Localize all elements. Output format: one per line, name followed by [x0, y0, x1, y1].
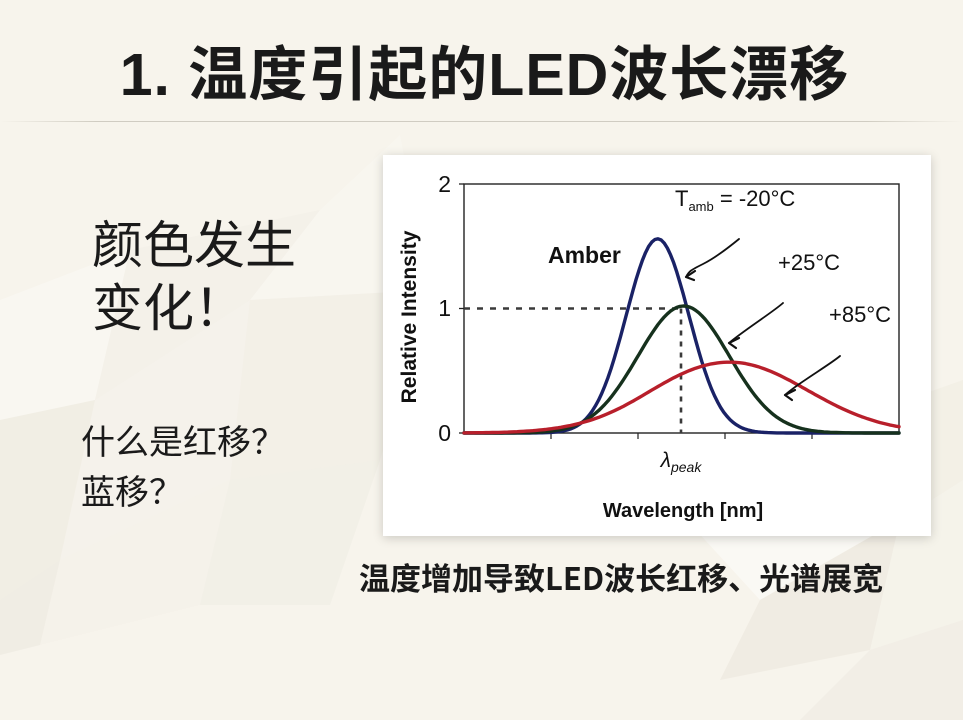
svg-text:2: 2	[438, 171, 451, 197]
svg-text:+85°C: +85°C	[829, 302, 891, 327]
svg-text:Tamb = -20°C: Tamb = -20°C	[675, 186, 795, 214]
svg-text:λpeak: λpeak	[660, 449, 703, 475]
svg-text:Relative Intensity: Relative Intensity	[398, 230, 421, 403]
svg-text:0: 0	[438, 420, 451, 446]
svg-text:Wavelength [nm]: Wavelength [nm]	[603, 500, 763, 522]
svg-text:1: 1	[438, 295, 451, 321]
svg-text:+25°C: +25°C	[778, 250, 840, 275]
svg-text:Amber: Amber	[548, 242, 621, 268]
